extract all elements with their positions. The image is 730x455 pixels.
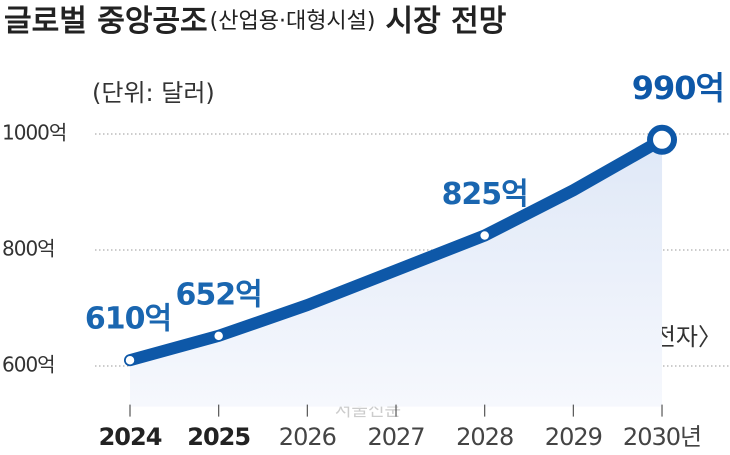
y-tick-label: 1000억 (2, 121, 66, 145)
x-tick-label: 2024 (99, 423, 162, 451)
x-tick-label: 2026 (279, 423, 336, 451)
x-tick-label: 2030년 (623, 423, 701, 451)
point-marker (124, 354, 136, 366)
plot: 600억 800억 1000억 2024 2025 2026 2027 2028 2029 203… (2, 69, 730, 451)
unit-label: (단위: 달러) (92, 79, 215, 107)
chart-title: 글로벌 중앙공조(산업용·대형시설) 시장 전망 (4, 4, 507, 39)
y-tick-label: 800억 (2, 237, 55, 261)
value-label: 652억 (176, 277, 262, 312)
value-label: 990억 (632, 69, 724, 107)
value-label: 610억 (85, 302, 171, 337)
point-marker (212, 330, 225, 342)
title-end: 시장 전망 (386, 4, 507, 39)
x-tick-label: 2025 (187, 423, 250, 451)
x-tick-label: 2028 (456, 423, 513, 451)
x-tick-label: 2027 (367, 423, 424, 451)
x-tick-label: 2029 (545, 423, 602, 451)
title-main: 글로벌 중앙공조 (4, 4, 208, 39)
value-label: 825억 (442, 177, 528, 212)
title-note: (산업용·대형시설) (210, 9, 376, 34)
point-marker (647, 124, 678, 155)
y-tick-label: 600억 (2, 353, 55, 377)
point-marker (478, 229, 491, 242)
